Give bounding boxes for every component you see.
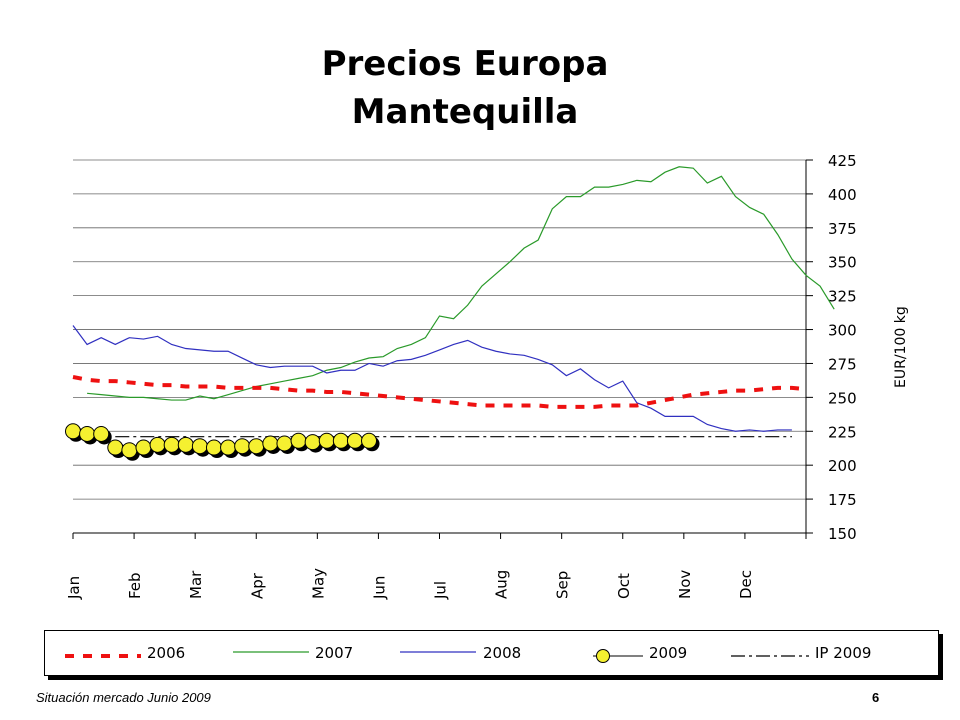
chart-title-line2: Mantequilla	[351, 92, 579, 132]
point-2009	[79, 425, 96, 442]
y-tick-label: 200	[828, 457, 857, 475]
legend-label-2008: 2008	[483, 644, 521, 662]
point-2009	[177, 436, 194, 453]
y-tick-label: 375	[828, 220, 857, 238]
month-label: Feb	[126, 572, 144, 599]
point-2009	[65, 423, 81, 440]
month-label: Mar	[187, 570, 205, 599]
point-2009	[304, 434, 321, 451]
page-number: 6	[872, 690, 880, 705]
point-2009	[276, 435, 293, 452]
month-label: Dec	[737, 570, 755, 599]
point-2009	[121, 442, 138, 459]
chart-title-line1: Precios Europa	[321, 44, 609, 84]
legend-label-2006: 2006	[147, 644, 185, 662]
y-tick-label: 400	[828, 186, 857, 204]
y-tick-label: 350	[828, 254, 857, 272]
month-label: Jul	[432, 581, 450, 600]
series-line-2007	[87, 166, 835, 401]
month-label: Jan	[65, 576, 83, 600]
footer-source: Situación mercado Junio 2009	[36, 690, 211, 705]
y-axis-label: EUR/100 kg	[893, 306, 909, 388]
y-tick-label: 325	[828, 288, 857, 306]
point-2009	[93, 425, 110, 442]
point-2009	[234, 438, 251, 455]
legend-graphics: 2006 2007 2008 2009 IP 2009	[65, 644, 871, 663]
point-2009	[149, 436, 166, 453]
point-2009	[163, 436, 180, 453]
point-2009	[262, 435, 279, 452]
y-tick-label: 425	[828, 152, 857, 170]
point-2009	[346, 432, 363, 449]
point-2009	[220, 439, 237, 456]
point-2009	[361, 432, 378, 449]
month-label: Apr	[248, 572, 266, 599]
point-2009	[135, 439, 152, 456]
point-2009	[318, 432, 335, 449]
month-label: Aug	[493, 570, 511, 599]
y-tick-label: 300	[828, 322, 857, 340]
point-2009	[332, 432, 349, 449]
month-label: May	[309, 568, 327, 599]
point-2009	[191, 438, 208, 455]
series-line-2008	[72, 325, 792, 432]
legend-swatch-2009	[596, 649, 610, 663]
month-label: Nov	[676, 570, 694, 599]
legend-label-ip2009: IP 2009	[815, 644, 871, 662]
chart-legend: 2006 2007 2008 2009 IP 2009	[44, 630, 939, 676]
y-tick-label: 150	[828, 525, 857, 543]
point-2009	[248, 438, 265, 455]
point-2009	[107, 439, 124, 456]
month-label: Jun	[370, 576, 388, 600]
point-2009	[205, 439, 222, 456]
y-tick-label: 175	[828, 491, 857, 509]
point-2009	[290, 432, 307, 449]
y-tick-label: 275	[828, 355, 857, 373]
legend-label-2007: 2007	[315, 644, 353, 662]
y-tick-label: 225	[828, 423, 857, 441]
month-label: Oct	[615, 573, 633, 599]
y-tick-label: 250	[828, 389, 857, 407]
legend-label-2009: 2009	[649, 644, 687, 662]
chart-title: Precios Europa Mantequilla	[0, 40, 930, 136]
series-line-2006	[72, 375, 807, 409]
month-label: Sep	[554, 571, 572, 599]
